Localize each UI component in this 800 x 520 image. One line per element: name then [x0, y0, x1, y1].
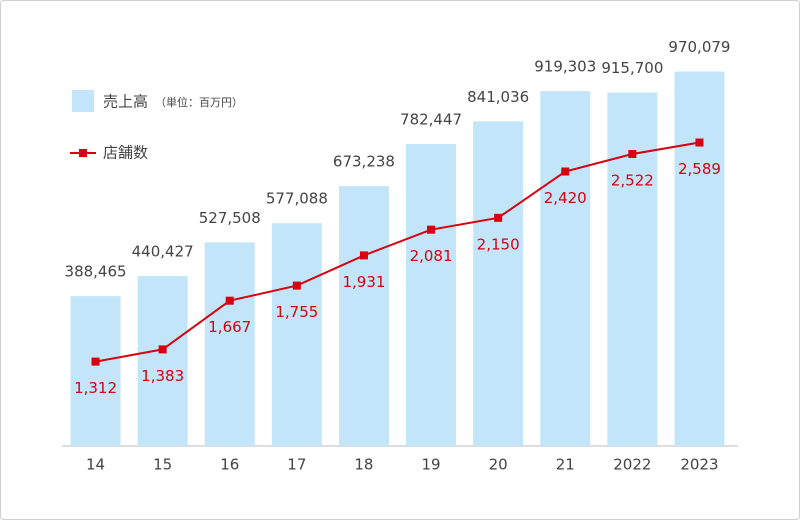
value-label: 1,312 [74, 379, 117, 397]
x-tick-label: 15 [153, 456, 172, 474]
legend: 売上高 （単位：百万円） 店舗数 [70, 90, 243, 162]
value-label: 919,303 [534, 58, 596, 76]
line-marker [292, 281, 301, 290]
value-label: 1,383 [141, 367, 184, 385]
value-label: 970,079 [668, 38, 730, 56]
legend-swatch [72, 90, 94, 112]
x-tick-label: 21 [556, 456, 575, 474]
x-tick-label: 2022 [613, 456, 651, 474]
bar [607, 92, 658, 447]
legend-label: 店舗数 [103, 144, 148, 162]
value-label: 577,088 [266, 190, 328, 208]
line-marker [561, 167, 570, 176]
value-label: 1,667 [208, 318, 251, 336]
x-tick-label: 14 [86, 456, 105, 474]
line-marker [359, 251, 368, 260]
line-marker [427, 225, 436, 234]
value-label: 527,508 [199, 209, 261, 227]
bar [338, 186, 389, 446]
bar [271, 223, 322, 446]
value-label: 915,700 [601, 59, 663, 77]
unit-note: （単位：百万円） [155, 95, 243, 109]
legend-label: 売上高 [103, 93, 148, 111]
value-label: 388,465 [65, 263, 127, 281]
line-marker [91, 357, 100, 366]
x-tick-label: 18 [354, 456, 373, 474]
line-marker [494, 213, 503, 222]
value-label: 1,755 [275, 303, 318, 321]
bar [137, 275, 188, 446]
x-tick-label: 19 [422, 456, 441, 474]
bar [204, 242, 255, 446]
value-label: 1,931 [342, 273, 385, 291]
value-label: 440,427 [132, 242, 194, 260]
bar [406, 143, 457, 446]
bar [540, 91, 591, 446]
value-label: 2,589 [678, 160, 721, 178]
bar [473, 121, 524, 446]
line [95, 141, 700, 363]
line-marker [158, 345, 167, 354]
value-label: 673,238 [333, 153, 395, 171]
value-label: 841,036 [467, 88, 529, 106]
line-marker [225, 296, 234, 305]
x-tick-label: 17 [287, 456, 306, 474]
line-marker [695, 138, 704, 147]
x-tick-label: 2023 [680, 456, 718, 474]
bar [70, 296, 121, 446]
x-tick-label: 16 [220, 456, 239, 474]
x-tick-label: 20 [489, 456, 508, 474]
value-label: 2,522 [611, 172, 654, 190]
line-marker [628, 150, 637, 159]
bar [674, 71, 725, 447]
value-label: 2,420 [544, 189, 587, 207]
value-label: 2,150 [477, 235, 520, 253]
value-label: 2,081 [410, 247, 453, 265]
value-label: 782,447 [400, 110, 462, 128]
legend-marker [79, 149, 87, 157]
